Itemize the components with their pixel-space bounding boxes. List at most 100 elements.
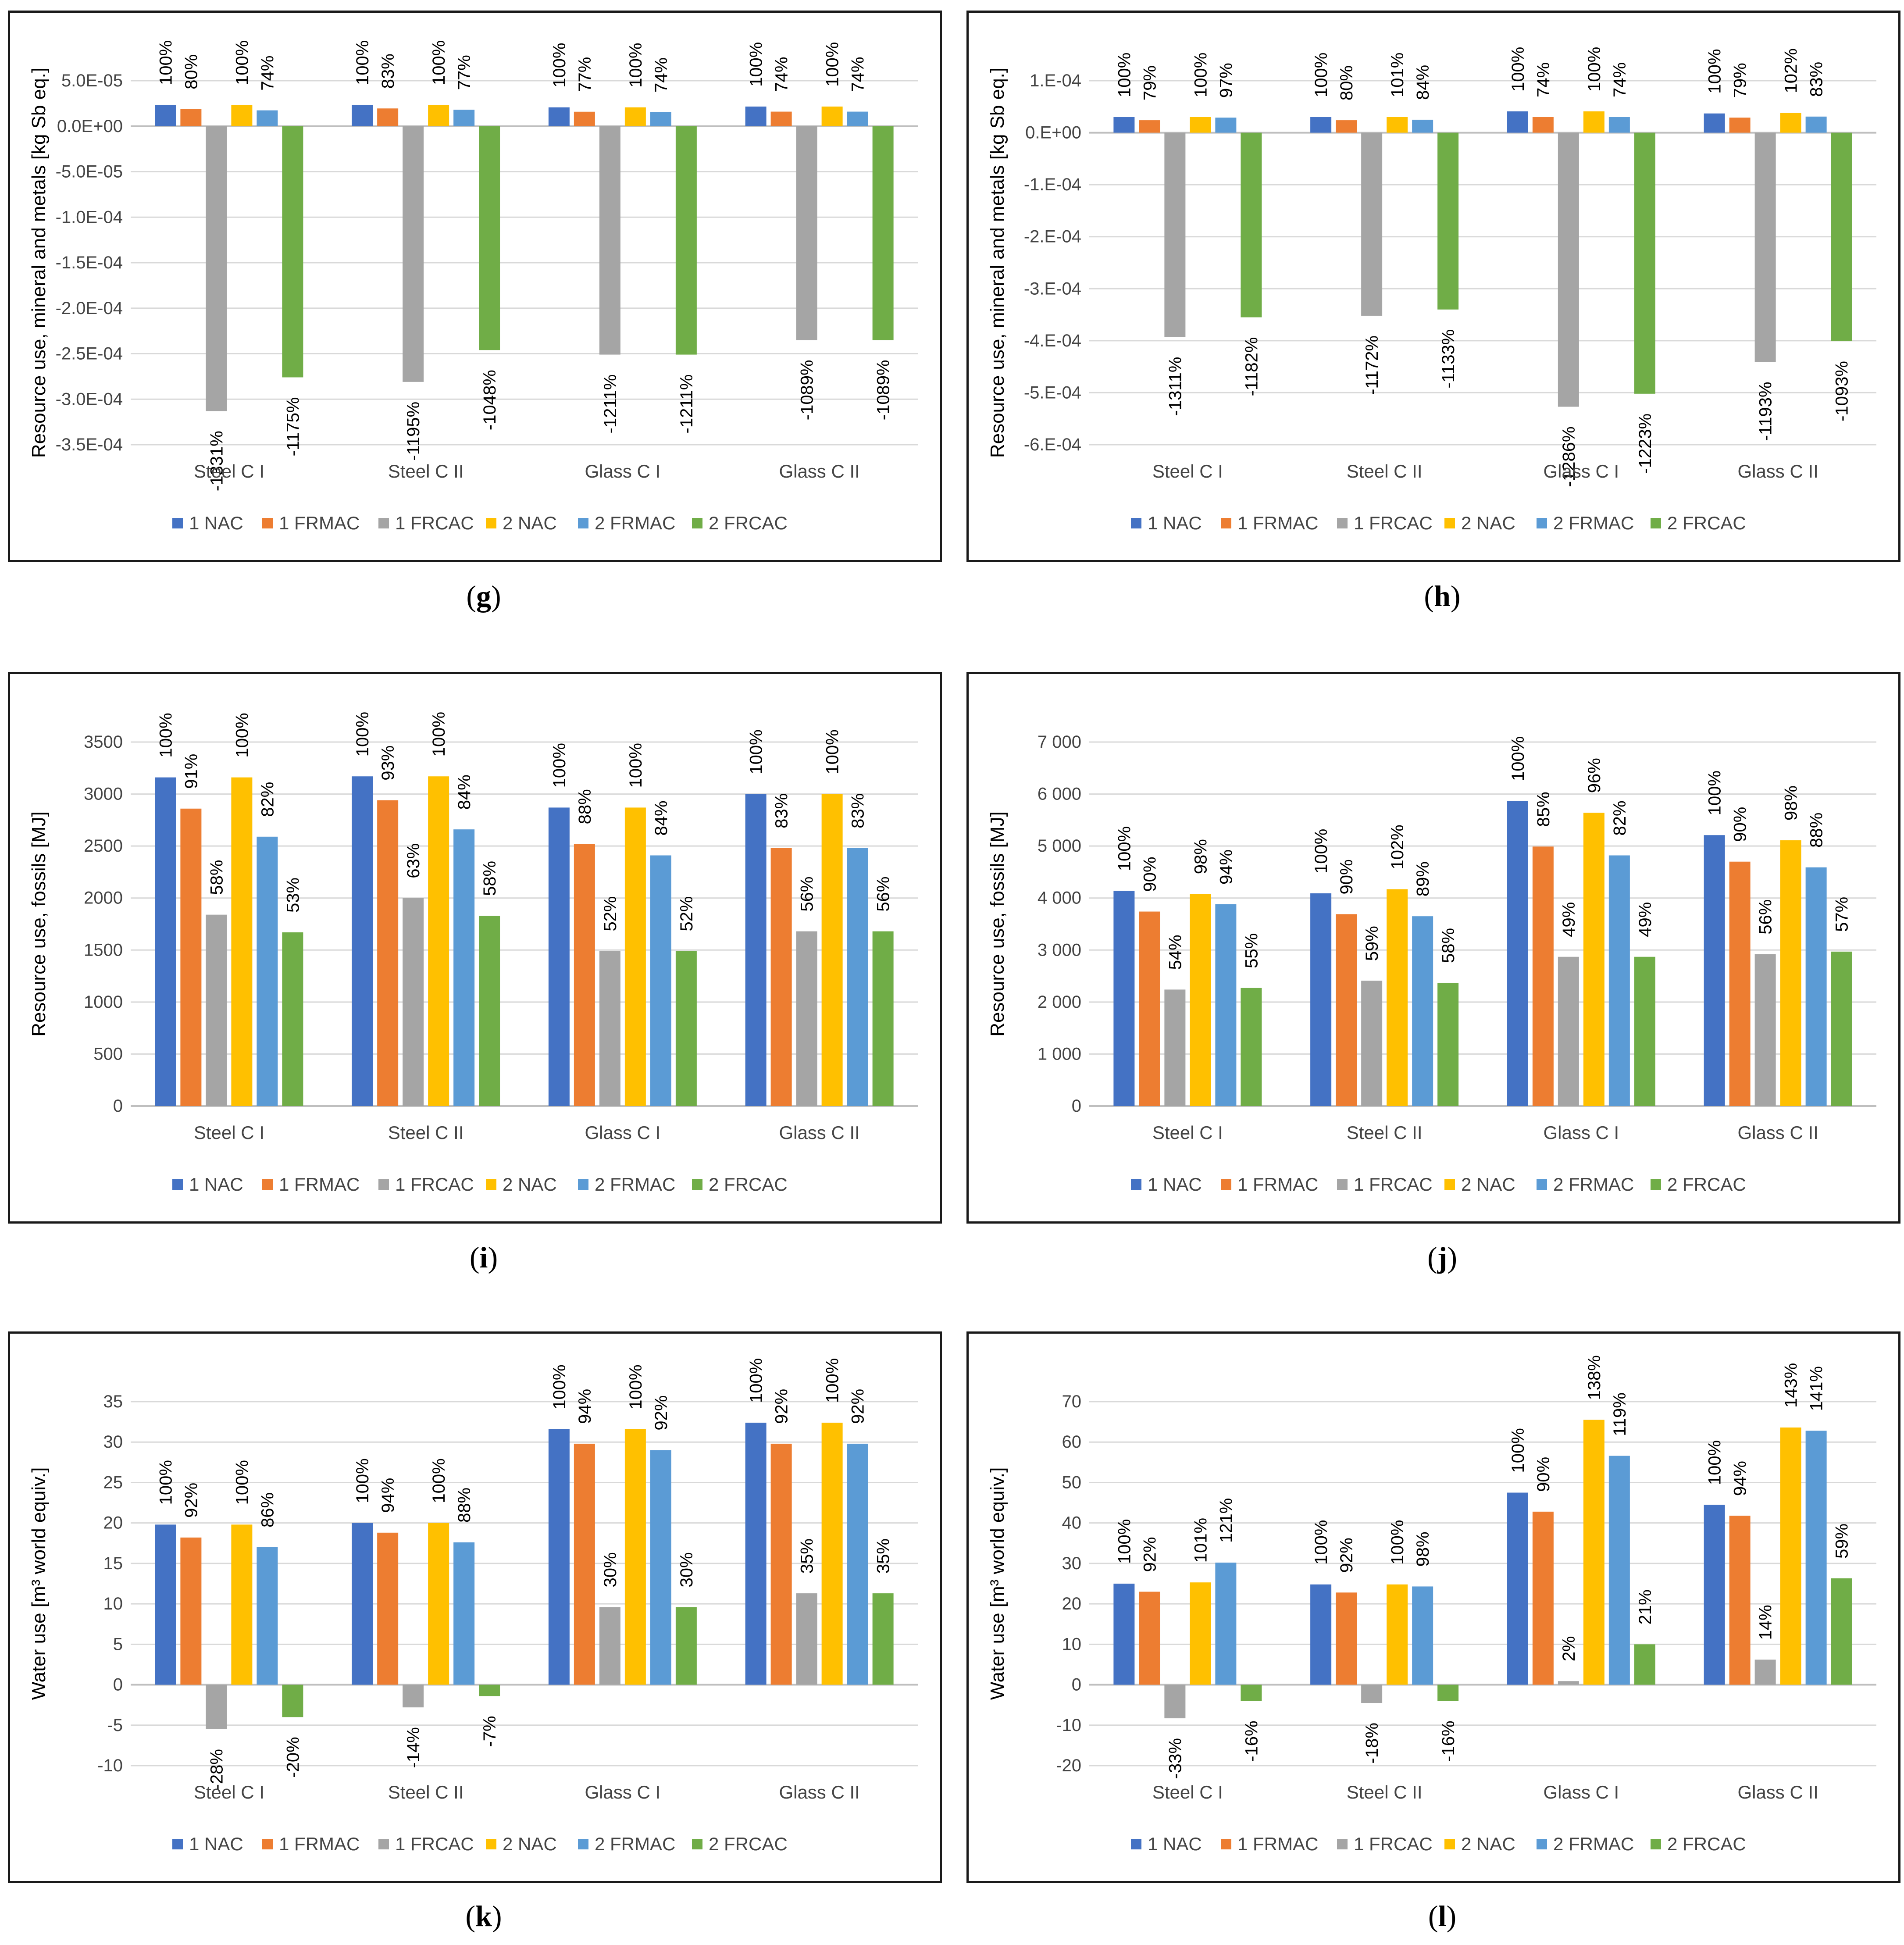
bar bbox=[1310, 893, 1332, 1106]
data-label: 102% bbox=[1388, 824, 1407, 869]
data-label: 52% bbox=[601, 896, 620, 931]
data-label: 100% bbox=[156, 40, 175, 85]
legend-label: 1 FRCAC bbox=[1354, 1834, 1433, 1854]
legend-label: 2 NAC bbox=[503, 1834, 557, 1854]
chart-panel-j: 0 1 000 2 000 3 000 4 000 5 000 6 000 7 000 Reso… bbox=[966, 672, 1900, 1224]
legend-label: 2 FRCAC bbox=[1667, 513, 1746, 533]
bar bbox=[377, 108, 399, 126]
bar bbox=[428, 104, 449, 126]
data-label: 59% bbox=[1362, 926, 1382, 961]
data-label: -18% bbox=[1362, 1723, 1382, 1763]
data-label: -1223% bbox=[1636, 414, 1655, 474]
panel-label-i: (i) bbox=[469, 1241, 498, 1274]
bar bbox=[548, 807, 570, 1106]
legend-label: 2 FRMAC bbox=[1553, 1174, 1634, 1195]
bar bbox=[1507, 111, 1528, 133]
data-label: -33% bbox=[1166, 1738, 1185, 1779]
bar bbox=[282, 1684, 303, 1717]
bar bbox=[180, 808, 202, 1106]
bar bbox=[1532, 117, 1554, 133]
bar bbox=[1336, 914, 1357, 1106]
bar bbox=[1729, 118, 1751, 133]
data-label: -1089% bbox=[874, 360, 893, 420]
data-label: 100% bbox=[550, 743, 569, 788]
legend-swatch bbox=[172, 1839, 183, 1849]
bar bbox=[872, 931, 894, 1106]
legend-swatch bbox=[262, 1179, 273, 1190]
bar bbox=[1608, 855, 1630, 1106]
bar bbox=[1387, 117, 1408, 133]
bar bbox=[1558, 1681, 1579, 1685]
bar bbox=[1754, 954, 1776, 1106]
data-label: 30% bbox=[601, 1552, 620, 1587]
y-tick-label: 20 bbox=[103, 1513, 123, 1533]
bar bbox=[745, 794, 767, 1106]
data-label: 21% bbox=[1636, 1589, 1655, 1624]
bar bbox=[1113, 117, 1135, 133]
data-label: -7% bbox=[480, 1716, 499, 1747]
legend-label: 1 NAC bbox=[1148, 513, 1202, 533]
bar bbox=[155, 1524, 176, 1685]
bar bbox=[479, 126, 500, 350]
bar bbox=[745, 1422, 767, 1685]
bar bbox=[1190, 117, 1211, 133]
y-tick-label: -20 bbox=[1056, 1756, 1081, 1775]
bar bbox=[1704, 1505, 1725, 1685]
bar bbox=[282, 126, 303, 378]
y-axis-title: Resource use, mineral and metals [kg Sb … bbox=[987, 68, 1008, 458]
data-label: -1093% bbox=[1833, 361, 1852, 421]
bar bbox=[1190, 1582, 1211, 1685]
bar bbox=[796, 1593, 817, 1685]
bar bbox=[624, 807, 646, 1106]
bar bbox=[821, 106, 843, 126]
data-label: 119% bbox=[1610, 1392, 1629, 1436]
bar bbox=[453, 829, 475, 1106]
data-label: -1331% bbox=[207, 431, 226, 491]
data-label: 100% bbox=[1508, 736, 1528, 781]
data-label: 101% bbox=[1191, 1518, 1210, 1563]
bar bbox=[624, 1429, 646, 1685]
data-label: 74% bbox=[652, 57, 671, 93]
bar bbox=[1780, 113, 1801, 133]
legend-swatch bbox=[172, 1179, 183, 1190]
bar bbox=[548, 1429, 570, 1685]
bar bbox=[1754, 132, 1776, 362]
legend-swatch bbox=[1221, 1839, 1231, 1849]
legend-label: 1 FRCAC bbox=[1354, 513, 1433, 533]
category-label: Glass C II bbox=[1737, 1782, 1818, 1802]
legend-swatch bbox=[1131, 518, 1141, 528]
data-label: 83% bbox=[378, 54, 398, 89]
bar bbox=[231, 104, 253, 126]
bar bbox=[1558, 132, 1579, 407]
bar bbox=[428, 776, 449, 1106]
data-label: 82% bbox=[1610, 800, 1629, 835]
data-label: 84% bbox=[652, 800, 671, 835]
y-tick-label: -3.0E-04 bbox=[56, 389, 123, 409]
data-label: 93% bbox=[378, 746, 398, 781]
category-label: Steel C I bbox=[194, 1122, 264, 1143]
y-tick-label: 2000 bbox=[84, 889, 123, 908]
legend-label: 1 NAC bbox=[1148, 1834, 1202, 1854]
bar bbox=[1139, 1592, 1160, 1685]
data-label: 100% bbox=[550, 43, 569, 87]
data-label: 100% bbox=[232, 713, 252, 757]
data-label: 97% bbox=[1216, 63, 1236, 98]
bar bbox=[1831, 951, 1852, 1106]
bar bbox=[231, 1524, 253, 1685]
y-tick-label: 60 bbox=[1062, 1432, 1082, 1452]
y-tick-label: 500 bbox=[93, 1044, 123, 1064]
data-label: 100% bbox=[1585, 47, 1604, 92]
data-label: 92% bbox=[1337, 1538, 1356, 1573]
y-tick-label: -1.E-04 bbox=[1024, 175, 1081, 194]
bar bbox=[872, 1593, 894, 1685]
bar bbox=[1215, 904, 1237, 1106]
legend-label: 2 FRCAC bbox=[1667, 1174, 1746, 1195]
data-label: 100% bbox=[1115, 1519, 1134, 1564]
y-tick-label: 50 bbox=[1062, 1473, 1082, 1492]
y-tick-label: 15 bbox=[103, 1554, 123, 1573]
y-tick-label: 4 000 bbox=[1038, 889, 1081, 908]
y-tick-label: 3500 bbox=[84, 732, 123, 752]
data-label: 79% bbox=[1731, 63, 1750, 98]
bar bbox=[403, 898, 424, 1106]
data-label: 83% bbox=[1807, 62, 1826, 97]
